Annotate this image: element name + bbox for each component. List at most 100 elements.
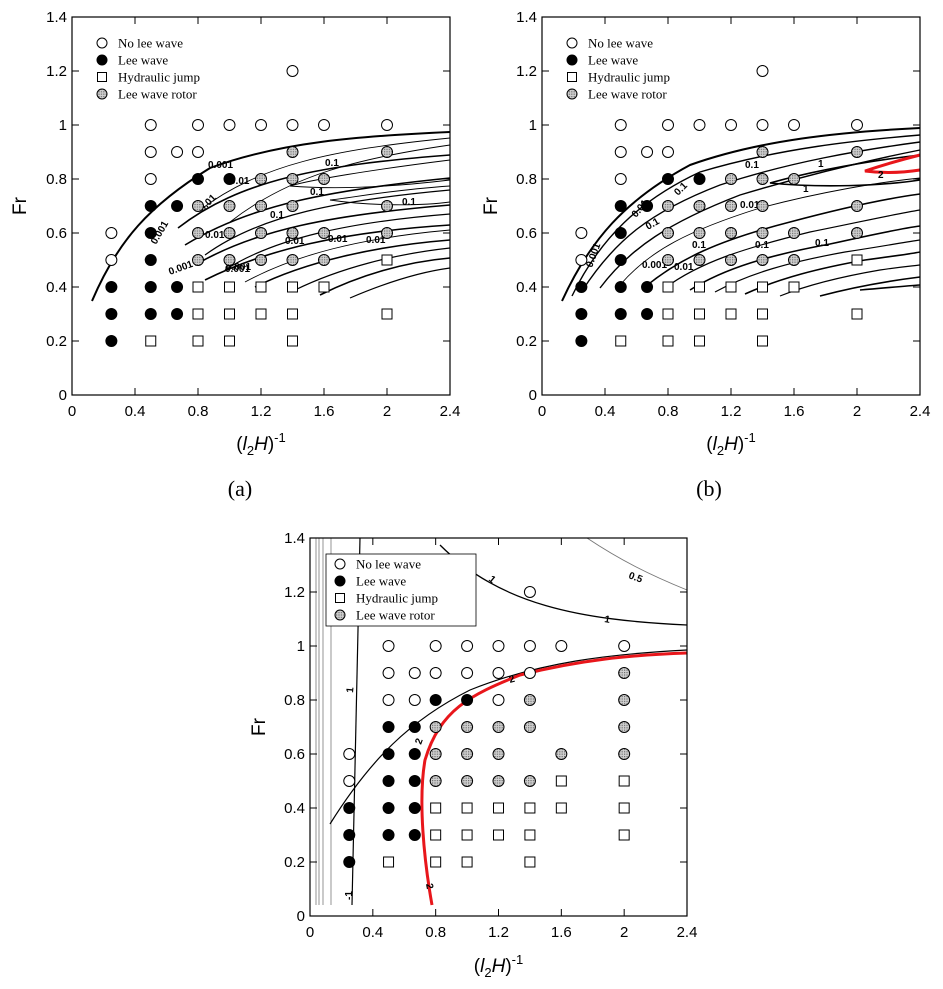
lee-wave-point — [171, 281, 184, 293]
lee-wave-point — [614, 308, 627, 320]
hydraulic-jump-point — [461, 856, 473, 868]
series-open-circle — [343, 586, 631, 787]
hydraulic-jump-point — [694, 281, 705, 293]
legend-label: Lee wave rotor — [118, 87, 197, 102]
lee-wave-point — [171, 308, 184, 320]
y-tick-label: 0.8 — [284, 692, 305, 709]
lee-wave-rotor-point — [223, 227, 236, 239]
hydraulic-jump-point — [287, 308, 298, 320]
lee-wave-rotor-point — [286, 200, 299, 212]
no-lee-wave-point — [575, 227, 588, 239]
lee-wave-rotor-point — [693, 227, 706, 239]
y-tick-label: 1.4 — [284, 530, 305, 547]
no-lee-wave-point — [492, 694, 505, 706]
hydraulic-jump-point — [662, 281, 674, 293]
lee-wave-rotor-point — [461, 721, 474, 733]
no-lee-wave-point — [408, 667, 421, 679]
lee-wave-rotor-point — [381, 227, 393, 239]
hydraulic-jump-point — [381, 308, 393, 320]
x-tick-label: 2.4 — [440, 403, 461, 420]
legend-box — [558, 31, 708, 103]
hydraulic-jump-point — [618, 802, 630, 814]
lee-wave-rotor-point — [429, 748, 442, 760]
lee-wave-point — [641, 308, 654, 320]
x-axis-label-paren: ( — [706, 434, 713, 455]
legend-label: Lee wave rotor — [356, 608, 435, 623]
lee-wave-rotor-point — [523, 721, 536, 733]
hydraulic-jump-point — [567, 72, 577, 82]
hydraulic-jump-point — [255, 308, 267, 320]
x-axis-label: (l2H)-1 — [474, 952, 523, 980]
y-tick-label: 1.2 — [46, 63, 67, 80]
contour-label: 0.1 — [815, 238, 829, 249]
y-axis-label: Fr — [481, 196, 502, 215]
x-tick-label: 1.6 — [784, 403, 805, 420]
x-axis-label-l: l — [713, 434, 718, 455]
x-axis-label-paren: ( — [236, 434, 243, 455]
hydraulic-jump-point — [287, 335, 298, 347]
contour-label: 1 — [603, 614, 611, 626]
lee-wave-rotor-point — [523, 775, 536, 787]
contour-label: 0.01 — [285, 236, 305, 247]
hydraulic-jump-point — [383, 856, 395, 868]
lee-wave-point — [575, 281, 588, 293]
contour-label: 0.1 — [692, 240, 706, 251]
lee-wave-point — [334, 575, 346, 587]
no-lee-wave-point — [614, 146, 627, 158]
x-tick-label: 2 — [853, 403, 861, 420]
y-tick-label: 0 — [297, 908, 305, 925]
x-tick-label: 0.4 — [362, 924, 383, 941]
hydraulic-jump-point — [757, 308, 768, 320]
lee-wave-rotor-point — [223, 254, 236, 266]
x-tick-label: 2.4 — [910, 403, 931, 420]
hydraulic-jump-point — [555, 775, 567, 787]
y-tick-label: 0.2 — [284, 854, 305, 871]
contour-label: 0.01 — [328, 234, 348, 245]
chart-c: 0 0.4 0.8 1.2 1.6 2 2.400.20.40.60.811.21.4(l2… — [249, 530, 697, 980]
y-axis-label: Fr — [10, 196, 31, 215]
legend-label: Hydraulic jump — [588, 70, 670, 85]
lee-wave-rotor-point — [96, 88, 108, 100]
lee-wave-rotor-point — [192, 227, 204, 239]
hydraulic-jump-point — [524, 829, 536, 841]
lee-wave-rotor-point — [693, 200, 706, 212]
hydraulic-jump-point — [618, 829, 630, 841]
contour-label: 0.1 — [644, 216, 662, 233]
lee-wave-rotor-point — [381, 146, 393, 158]
y-tick-label: 0.2 — [516, 333, 537, 350]
legend-label: Lee wave — [118, 53, 168, 68]
lee-wave-rotor-point — [192, 254, 204, 266]
hydraulic-jump-point — [555, 802, 567, 814]
no-lee-wave-point — [381, 119, 393, 131]
lee-wave-rotor-point — [566, 88, 578, 100]
hydraulic-jump-point — [694, 308, 705, 320]
y-tick-label: 1 — [297, 638, 305, 655]
lee-wave-rotor-point — [788, 254, 800, 266]
no-lee-wave-point — [566, 37, 578, 49]
panel-label-b: (b) — [696, 476, 722, 501]
no-lee-wave-point — [555, 640, 568, 652]
lee-wave-point — [144, 308, 157, 320]
hydraulic-jump-point — [725, 281, 737, 293]
contour-label-group-a: 0.001 0.01 0.1 0.1 0.1 0.001 0.01 0.01 0… — [149, 158, 416, 278]
lee-wave-point — [105, 308, 118, 320]
contour-label: 0.001 — [167, 259, 195, 278]
hydraulic-jump-point — [255, 281, 267, 293]
x-axis-label-paren: ) — [505, 956, 511, 977]
no-lee-wave-point — [144, 146, 157, 158]
lee-wave-rotor-point — [523, 694, 536, 706]
no-lee-wave-point — [343, 748, 356, 760]
contour-label: 1 — [345, 686, 356, 693]
no-lee-wave-point — [171, 146, 184, 158]
series-hatched-circle — [662, 146, 863, 266]
x-tick-label: 0.4 — [125, 403, 146, 420]
y-tick-label: 0.8 — [516, 171, 537, 188]
lee-wave-point — [614, 227, 627, 239]
legend: No lee wave Lee wave Hydraulic jump Lee wav… — [325, 553, 477, 627]
y-tick-label: 0.4 — [284, 800, 305, 817]
legend: No lee wave Lee wave Hydraulic jump Lee wav… — [88, 31, 238, 103]
lee-wave-rotor-point — [725, 227, 737, 239]
lee-wave-point — [614, 200, 627, 212]
y-tick-label: 0.4 — [46, 279, 67, 296]
